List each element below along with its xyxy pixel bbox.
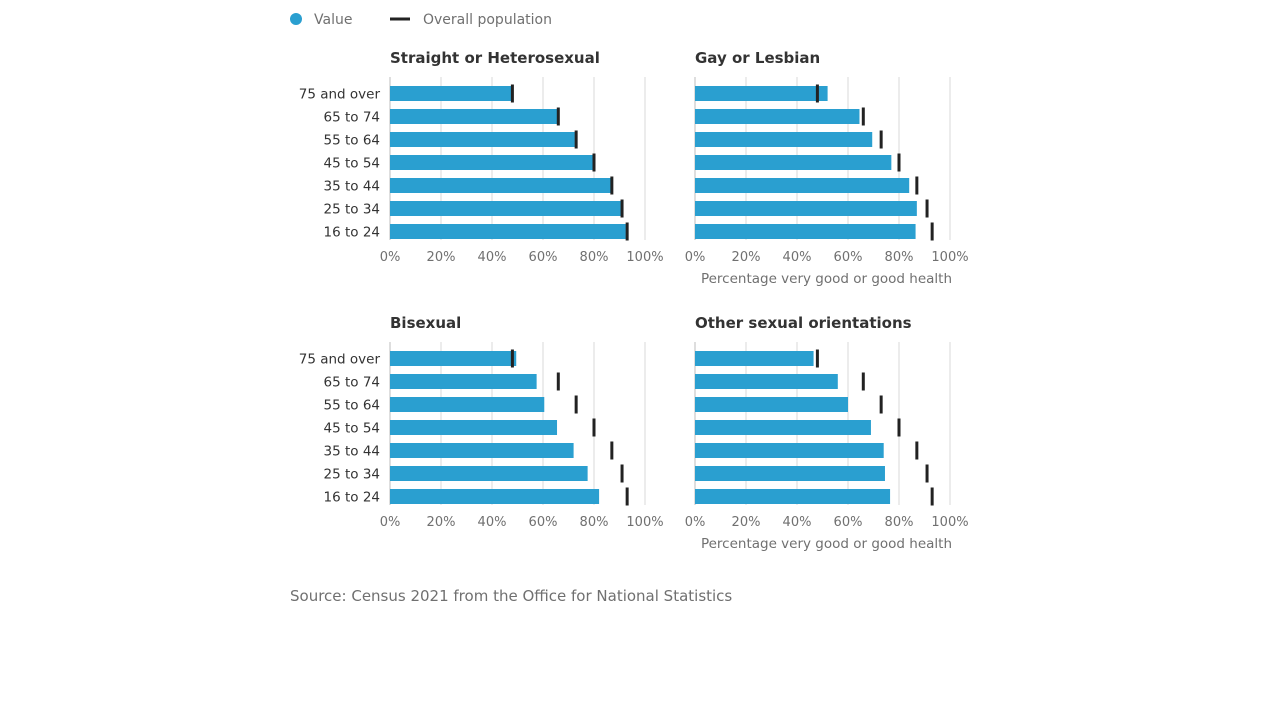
- category-label: 65 to 74: [324, 375, 381, 391]
- category-label: 55 to 64: [324, 398, 381, 414]
- value-bar: [390, 155, 594, 170]
- x-tick-label: 20%: [427, 515, 456, 530]
- category-label: 75 and over: [299, 352, 381, 368]
- x-tick-label: 0%: [685, 515, 706, 530]
- x-tick-label: 80%: [885, 515, 914, 530]
- value-bar: [695, 489, 891, 504]
- value-bar: [695, 86, 828, 101]
- value-bar: [390, 224, 626, 239]
- value-bar: [695, 351, 814, 366]
- x-tick-label: 20%: [427, 250, 456, 265]
- category-label: 65 to 74: [324, 110, 381, 126]
- value-bar: [390, 466, 588, 481]
- value-bar: [390, 178, 611, 193]
- value-bar: [390, 443, 574, 458]
- value-bar: [695, 374, 838, 389]
- category-label: 16 to 24: [324, 225, 381, 241]
- panel-title: Gay or Lesbian: [695, 49, 820, 67]
- value-bar: [695, 466, 885, 481]
- x-tick-label: 20%: [732, 515, 761, 530]
- category-label: 75 and over: [299, 87, 381, 103]
- panel-title: Bisexual: [390, 314, 461, 332]
- value-bar: [390, 132, 575, 147]
- x-tick-label: 100%: [626, 250, 663, 265]
- panel-2: Gay or Lesbian 0% 20% 40% 60% 80% 100% Percenta…: [685, 49, 969, 287]
- x-tick-label: 100%: [931, 515, 968, 530]
- value-bar: [390, 397, 545, 412]
- category-label: 55 to 64: [324, 133, 381, 149]
- category-label: 35 to 44: [324, 179, 381, 195]
- value-bar: [390, 201, 621, 216]
- panel-1: Straight or Heterosexual 0% 20% 40% 60% 80% 10…: [299, 49, 664, 265]
- x-axis-title: Percentage very good or good health: [701, 271, 952, 287]
- panel-title: Straight or Heterosexual: [390, 49, 600, 67]
- x-tick-label: 40%: [783, 515, 812, 530]
- category-label: 25 to 34: [324, 467, 381, 483]
- x-tick-label: 0%: [380, 250, 401, 265]
- x-tick-label: 80%: [580, 515, 609, 530]
- x-tick-label: 40%: [478, 250, 507, 265]
- legend-value-marker: [290, 13, 302, 25]
- x-tick-label: 40%: [783, 250, 812, 265]
- value-bar: [695, 109, 860, 124]
- legend-overall-label: Overall population: [423, 12, 552, 28]
- value-bar: [390, 109, 558, 124]
- category-label: 16 to 24: [324, 490, 381, 506]
- x-tick-label: 100%: [931, 250, 968, 265]
- category-label: 25 to 34: [324, 202, 381, 218]
- source-note: Source: Census 2021 from the Office for …: [290, 587, 732, 605]
- value-bar: [695, 178, 910, 193]
- x-tick-label: 80%: [885, 250, 914, 265]
- x-tick-label: 40%: [478, 515, 507, 530]
- x-tick-label: 20%: [732, 250, 761, 265]
- value-bar: [390, 489, 600, 504]
- legend: Value Overall population: [290, 12, 552, 28]
- category-label: 35 to 44: [324, 444, 381, 460]
- legend-value-label: Value: [314, 12, 352, 28]
- panel-4: Other sexual orientations 0% 20% 40% 60% 80% 1…: [685, 314, 969, 552]
- value-bar: [695, 132, 873, 147]
- category-label: 45 to 54: [324, 421, 381, 437]
- x-tick-label: 60%: [529, 250, 558, 265]
- category-label: 45 to 54: [324, 156, 381, 172]
- value-bar: [390, 86, 512, 101]
- x-tick-label: 80%: [580, 250, 609, 265]
- x-tick-label: 0%: [380, 515, 401, 530]
- value-bar: [390, 374, 537, 389]
- value-bar: [390, 420, 558, 435]
- x-tick-label: 60%: [834, 250, 863, 265]
- value-bar: [695, 420, 871, 435]
- value-bar: [695, 201, 917, 216]
- panel-title: Other sexual orientations: [695, 314, 912, 332]
- value-bar: [695, 397, 848, 412]
- value-bar: [695, 224, 916, 239]
- value-bar: [390, 351, 517, 366]
- x-tick-label: 0%: [685, 250, 706, 265]
- chart-panels: Straight or Heterosexual 0% 20% 40% 60% 80% 10…: [299, 49, 969, 552]
- x-tick-label: 60%: [529, 515, 558, 530]
- x-tick-label: 60%: [834, 515, 863, 530]
- value-bar: [695, 443, 884, 458]
- panel-3: Bisexual 0% 20% 40% 60% 80% 100% 75 and over 65 …: [299, 314, 664, 530]
- x-axis-title: Percentage very good or good health: [701, 536, 952, 552]
- value-bar: [695, 155, 892, 170]
- x-tick-label: 100%: [626, 515, 663, 530]
